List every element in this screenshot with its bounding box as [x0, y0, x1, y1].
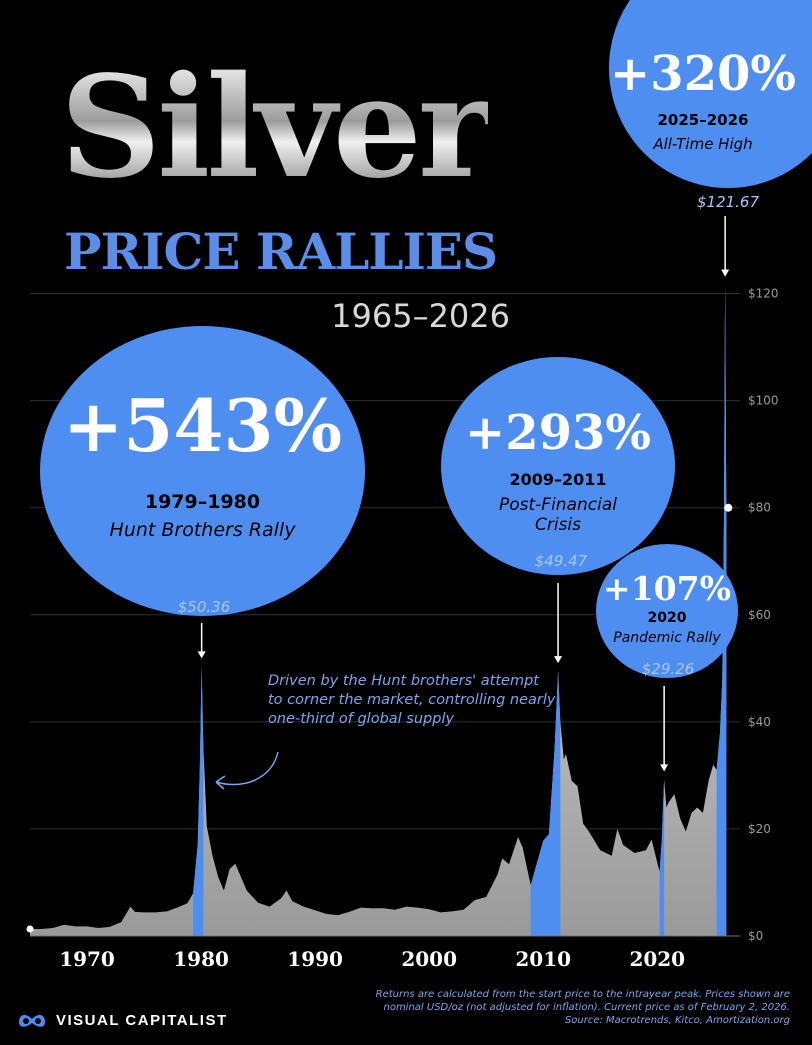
- y-tick-label: $40: [748, 715, 771, 729]
- year-range: 1965–2026: [331, 297, 510, 335]
- y-tick-label: $20: [748, 822, 771, 836]
- peak-pointer-arrowhead: [660, 764, 669, 772]
- hunt-brothers-annotation: Driven by the Hunt brothers' attempt to …: [268, 673, 556, 727]
- rally-percent: +107%: [603, 569, 731, 608]
- x-tick-label: 2000: [401, 947, 457, 971]
- rally-years: 1979–1980: [144, 491, 261, 513]
- rally-highlight: [716, 284, 727, 937]
- rally-highlight: [193, 666, 204, 936]
- y-tick-label: $80: [748, 501, 771, 515]
- rally-bubble-hunt-brothers: +543% 1979–1980 Hunt Brothers Rally: [40, 326, 365, 616]
- x-tick-label: 2020: [629, 947, 685, 971]
- footer-note-line: nominal USD/oz (not adjusted for inflati…: [383, 1002, 790, 1013]
- rally-years: 2009–2011: [509, 470, 607, 489]
- brand-name: VISUAL CAPITALIST: [56, 1011, 228, 1029]
- current-price-dot: [724, 503, 733, 512]
- rally-years: 2020: [647, 610, 687, 626]
- y-tick-label: $60: [748, 608, 771, 622]
- rally-name: All-Time High: [653, 134, 753, 153]
- peak-pointer-arrowhead: [721, 269, 730, 277]
- rally-percent: +293%: [464, 405, 652, 461]
- peak-price-label: $121.67: [696, 193, 760, 211]
- x-tick-label: 1980: [173, 947, 229, 971]
- price-area: [30, 284, 727, 937]
- rally-name: Post-Financial Crisis: [499, 494, 617, 535]
- peak-price-label: $49.47: [534, 552, 588, 570]
- visual-capitalist-logo: VISUAL CAPITALIST: [18, 1010, 228, 1030]
- rally-bubble-post-financial-crisis: +293% 2009–2011 Post-Financial Crisis: [441, 357, 675, 575]
- footer-note-line: Returns are calculated from the start pr…: [375, 989, 790, 1000]
- rally-bubble-pandemic: +107% 2020 Pandemic Rally: [596, 544, 738, 678]
- rally-name: Pandemic Rally: [613, 630, 721, 647]
- annotation-arrow: [215, 751, 279, 786]
- x-tick-label: 1970: [59, 947, 115, 971]
- peak-price-label: $29.26: [641, 660, 695, 678]
- peak-pointer-arrowhead: [197, 651, 206, 659]
- visual-capitalist-logo-icon: [19, 1015, 45, 1027]
- y-tick-label: $0: [748, 929, 763, 943]
- y-tick-label: $120: [748, 287, 779, 301]
- rally-percent: +543%: [62, 383, 343, 468]
- start-dot: [26, 925, 34, 933]
- footer-note-line: Source: Macrotrends, Kitco, Amortization…: [564, 1015, 790, 1026]
- x-tick-label: 2010: [515, 947, 571, 971]
- peak-price-label: $50.36: [177, 598, 231, 616]
- footer-note: Returns are calculated from the start pr…: [370, 988, 790, 1027]
- rally-bubble-all-time-high: +320% 2025–2026 All-Time High: [609, 0, 812, 188]
- rally-percent: +320%: [609, 46, 797, 102]
- rally-years: 2025–2026: [657, 111, 749, 129]
- subtitle: PRICE RALLIES: [64, 222, 498, 281]
- annotation-arrowhead: [215, 775, 226, 790]
- rally-highlight: [530, 671, 561, 936]
- rally-highlight: [659, 779, 665, 936]
- rally-name: Hunt Brothers Rally: [109, 518, 296, 541]
- y-tick-label: $100: [748, 394, 779, 408]
- title: Silver: [60, 46, 492, 210]
- peak-pointer-arrowhead: [554, 656, 563, 664]
- x-tick-label: 1990: [287, 947, 343, 971]
